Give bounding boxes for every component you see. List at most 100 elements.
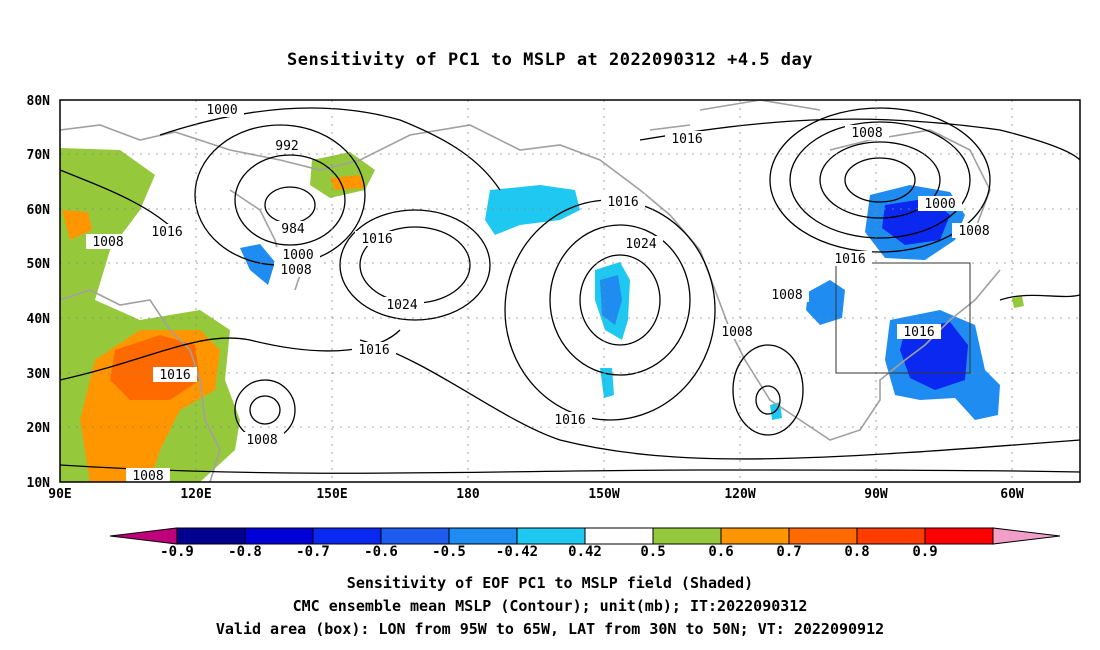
colorbar-segment (856, 527, 926, 545)
svg-text:1008: 1008 (958, 224, 989, 239)
svg-text:1016: 1016 (834, 252, 865, 267)
lon-label: 150W (588, 487, 619, 502)
svg-text:1008: 1008 (721, 325, 752, 340)
svg-text:1008: 1008 (92, 235, 123, 250)
lat-label: 70N (27, 148, 51, 163)
colorbar-max-arrow (992, 527, 1061, 545)
colorbar-tick-label: -0.9 (160, 544, 194, 560)
contour-label: 1024 (619, 236, 663, 252)
colorbar-tick-label: 0.42 (568, 544, 602, 560)
shade-blue-greatlakes (806, 280, 845, 325)
colorbar-tick-label: 0.5 (640, 544, 665, 560)
lon-label: 90E (48, 487, 71, 502)
svg-text:984: 984 (281, 222, 305, 237)
contour-label: 1016 (355, 231, 399, 247)
footer-line-1: Sensitivity of EOF PC1 to MSLP field (Sh… (346, 574, 754, 592)
contour-label: 1024 (380, 297, 424, 313)
colorbar-tick-label: -0.5 (432, 544, 466, 560)
pressure-contours (59, 107, 1081, 474)
colorbar-tick-label: -0.7 (296, 544, 330, 560)
contour-label: 984 (276, 221, 310, 237)
contour-label: 1016 (548, 412, 592, 428)
contour-label: 1016 (897, 324, 941, 340)
lon-label: 150E (316, 487, 347, 502)
svg-text:1016: 1016 (151, 225, 182, 240)
colorbar-tick-label: 0.8 (844, 544, 869, 560)
footer-line-2: CMC ensemble mean MSLP (Contour); unit(m… (292, 597, 808, 615)
colorbar-min-arrow (109, 527, 178, 545)
svg-text:1016: 1016 (671, 132, 702, 147)
contour-label: 1008 (845, 125, 889, 141)
colorbar (109, 527, 1061, 545)
lon-label: 120E (180, 487, 211, 502)
footer-line-3: Valid area (box): LON from 95W to 65W, L… (215, 620, 885, 638)
colorbar-segment (788, 527, 858, 545)
lat-label: 10N (27, 476, 51, 491)
contour-label: 1008 (274, 262, 318, 278)
contour-label: 1000 (276, 247, 320, 263)
colorbar-segment (652, 527, 722, 545)
shade-blue-pacific-south (600, 368, 614, 398)
lon-label: 60W (1000, 487, 1024, 502)
svg-text:1016: 1016 (607, 195, 638, 210)
contour-label: 1016 (601, 194, 645, 210)
colorbar-labels: -0.9 -0.8 -0.7 -0.6 -0.5 -0.42 0.42 0.5 … (160, 544, 938, 560)
contour-label: 1008 (952, 223, 996, 239)
svg-text:1008: 1008 (132, 469, 163, 484)
colorbar-segment (924, 527, 994, 545)
lat-label: 80N (27, 94, 51, 109)
contour-label: 1000 (200, 102, 244, 118)
contour-label: 1008 (715, 324, 759, 340)
colorbar-tick-label: 0.7 (776, 544, 801, 560)
contour-label: 1000 (918, 196, 962, 212)
svg-text:1000: 1000 (206, 103, 237, 118)
lat-label: 20N (27, 421, 51, 436)
svg-text:1000: 1000 (282, 248, 313, 263)
lat-label: 60N (27, 203, 51, 218)
shade-blue-pacific-inner (600, 275, 622, 325)
lat-label: 40N (27, 312, 51, 327)
shaded-negative-regions (240, 185, 1000, 420)
colorbar-tick-label: 0.6 (708, 544, 733, 560)
svg-text:1008: 1008 (246, 433, 277, 448)
shade-orange-left (62, 210, 92, 240)
colorbar-tick-label: -0.42 (496, 544, 538, 560)
contour-label: 1016 (153, 367, 197, 383)
colorbar-segment (584, 527, 654, 545)
colorbar-tick-label: -0.6 (364, 544, 398, 560)
valid-area-box (835, 262, 971, 374)
contour-label: 1008 (240, 432, 284, 448)
svg-text:1016: 1016 (361, 232, 392, 247)
shade-green-atlantic (1012, 296, 1024, 308)
colorbar-segment (516, 527, 586, 545)
shade-blue-alaska (485, 185, 580, 235)
shade-blue-japan (240, 244, 275, 285)
lon-label: 120W (724, 487, 755, 502)
colorbar-tick-label: -0.8 (228, 544, 262, 560)
contour-label: 992 (270, 138, 304, 154)
svg-text:1008: 1008 (851, 126, 882, 141)
colorbar-tick-label: 0.9 (912, 544, 937, 560)
contour-label: 1016 (828, 251, 872, 267)
svg-text:1016: 1016 (159, 368, 190, 383)
contour-label: 1008 (126, 468, 170, 484)
lat-label: 50N (27, 257, 51, 272)
lon-label: 90W (864, 487, 888, 502)
svg-text:1008: 1008 (771, 288, 802, 303)
colorbar-segment (244, 527, 314, 545)
colorbar-segment (380, 527, 450, 545)
svg-text:992: 992 (275, 139, 298, 154)
contour-label: 1008 (765, 287, 809, 303)
chart-title: Sensitivity of PC1 to MSLP at 2022090312… (286, 50, 813, 70)
contour-label: 1016 (145, 224, 189, 240)
shaded-positive-regions (60, 148, 1024, 482)
contour-label: 1008 (86, 234, 130, 250)
colorbar-segment (176, 527, 246, 545)
contour-label: 1016 (352, 342, 396, 358)
lon-label: 180 (456, 487, 480, 502)
svg-text:1016: 1016 (554, 413, 585, 428)
svg-text:1024: 1024 (386, 298, 417, 313)
colorbar-segment (448, 527, 518, 545)
colorbar-segment (312, 527, 382, 545)
lat-label: 30N (27, 367, 51, 382)
